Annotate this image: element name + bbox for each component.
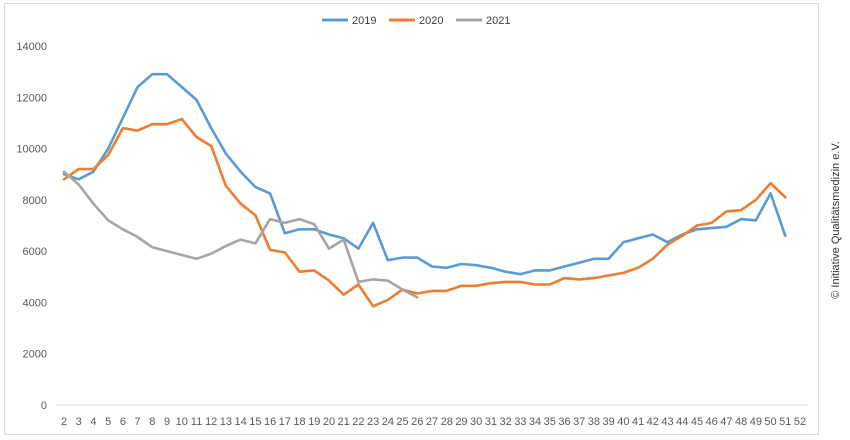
x-tick-label: 32 — [499, 416, 511, 428]
x-tick-label: 37 — [573, 416, 585, 428]
y-tick-label: 14000 — [16, 41, 47, 53]
x-tick-label: 3 — [76, 416, 82, 428]
legend-label-2021: 2021 — [486, 15, 510, 27]
chart-series — [62, 72, 787, 308]
x-tick-label: 8 — [149, 416, 155, 428]
x-tick-label: 49 — [750, 416, 762, 428]
x-tick-label: 34 — [529, 416, 541, 428]
x-tick-label: 23 — [367, 416, 379, 428]
x-tick-label: 27 — [426, 416, 438, 428]
chart-legend: 2019 2020 2021 — [322, 15, 510, 27]
x-tick-label: 42 — [647, 416, 659, 428]
x-tick-label: 9 — [164, 416, 170, 428]
x-tick-label: 26 — [411, 416, 423, 428]
x-tick-label: 24 — [382, 416, 394, 428]
legend-label-2019: 2019 — [352, 15, 376, 27]
x-tick-label: 48 — [735, 416, 747, 428]
x-tick-label: 31 — [485, 416, 497, 428]
x-tick-label: 22 — [352, 416, 364, 428]
x-tick-label: 21 — [338, 416, 350, 428]
x-tick-label: 29 — [455, 416, 467, 428]
y-tick-label: 6000 — [23, 246, 47, 258]
x-tick-label: 41 — [632, 416, 644, 428]
x-tick-label: 38 — [588, 416, 600, 428]
x-tick-label: 12 — [205, 416, 217, 428]
y-tick-label: 0 — [41, 400, 47, 412]
x-tick-label: 51 — [779, 416, 791, 428]
series-line-2019 — [62, 72, 787, 276]
x-tick-label: 28 — [441, 416, 453, 428]
x-tick-label: 18 — [293, 416, 305, 428]
x-tick-label: 44 — [676, 416, 688, 428]
chart-frame — [4, 3, 819, 435]
x-tick-label: 39 — [603, 416, 615, 428]
x-tick-label: 4 — [90, 416, 96, 428]
x-tick-label: 35 — [544, 416, 556, 428]
x-tick-label: 50 — [764, 416, 776, 428]
y-tick-label: 10000 — [16, 144, 47, 156]
x-tick-label: 14 — [235, 416, 247, 428]
y-tick-label: 4000 — [23, 297, 47, 309]
x-tick-label: 10 — [176, 416, 188, 428]
x-tick-label: 13 — [220, 416, 232, 428]
x-tick-label: 25 — [396, 416, 408, 428]
x-tick-label: 19 — [308, 416, 320, 428]
x-tick-label: 7 — [135, 416, 141, 428]
x-tick-label: 47 — [720, 416, 732, 428]
x-tick-label: 16 — [264, 416, 276, 428]
series-line-2020 — [62, 117, 787, 308]
x-tick-label: 2 — [61, 416, 67, 428]
series-line-2021 — [62, 170, 419, 299]
x-tick-label: 11 — [191, 416, 202, 428]
y-tick-label: 12000 — [16, 92, 47, 104]
x-tick-label: 6 — [120, 416, 126, 428]
copyright-notice: © Initiative Qualitätsmedizin e.V. — [830, 141, 842, 299]
x-tick-label: 43 — [661, 416, 673, 428]
y-tick-label: 2000 — [23, 349, 47, 361]
x-tick-label: 36 — [558, 416, 570, 428]
legend-label-2020: 2020 — [419, 15, 443, 27]
x-tick-label: 20 — [323, 416, 335, 428]
x-tick-label: 52 — [794, 416, 806, 428]
x-tick-label: 45 — [691, 416, 703, 428]
x-tick-label: 46 — [706, 416, 718, 428]
x-tick-label: 33 — [514, 416, 526, 428]
x-tick-label: 15 — [249, 416, 261, 428]
x-tick-label: 40 — [617, 416, 629, 428]
x-tick-label: 17 — [279, 416, 291, 428]
x-tick-label: 5 — [105, 416, 111, 428]
x-tick-label: 30 — [470, 416, 482, 428]
y-tick-label: 8000 — [23, 195, 47, 207]
